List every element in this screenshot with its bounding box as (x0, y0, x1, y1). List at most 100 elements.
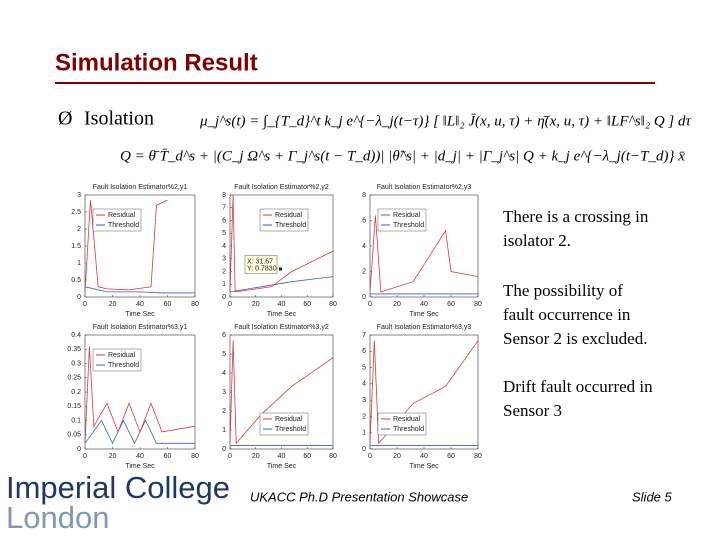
y-tick-label: 0 (222, 446, 226, 453)
y-tick-label: 6 (222, 217, 226, 224)
curve-residual (369, 215, 479, 293)
x-tick-label: 60 (164, 301, 172, 308)
legend-label: Threshold (275, 222, 306, 229)
annotation-text: Y: 0.7830 (247, 265, 277, 272)
legend-label: Residual (275, 416, 303, 423)
y-tick-label: 1.5 (71, 243, 81, 250)
curve-residual (84, 199, 168, 292)
x-tick-label: 80 (191, 453, 199, 460)
y-tick-label: 7 (362, 332, 366, 339)
equation: Q = θ̄ T̄_d^s + |(C_j Ω^s + Γ_j^s(t − T_… (120, 148, 685, 164)
legend-label: Residual (393, 416, 421, 423)
plot-title: Fault Isolation Estimator%3,y2 (234, 324, 329, 331)
legend: Residual Threshold (92, 348, 142, 372)
y-tick-label: 8 (222, 192, 226, 199)
y-tick-label: 2.5 (71, 209, 81, 216)
legend-label: Residual (393, 212, 421, 219)
x-axis-label: Time Sec (409, 463, 439, 470)
x-tick-label: 40 (136, 301, 144, 308)
x-tick-label: 60 (447, 301, 455, 308)
y-tick-label: 3 (222, 256, 226, 263)
legend: Residual Threshold (92, 208, 142, 232)
y-tick-label: 2 (77, 226, 81, 233)
y-tick-label: 0.2 (71, 389, 81, 396)
x-tick-label: 80 (474, 301, 482, 308)
y-tick-label: 0 (362, 294, 366, 301)
y-tick-label: 0.1 (71, 417, 81, 424)
x-axis-label: Time Sec (125, 463, 155, 470)
plot: Fault Isolation Estimator%3,y1 Time Sec 0 2… (67, 324, 199, 470)
plot-grid: Fault Isolation Estimator%2,y1 Time Sec 0 2… (67, 184, 482, 470)
plot: Fault Isolation Estimator%2,y1 Time Sec 0 2… (71, 184, 199, 318)
y-tick-label: 5 (222, 351, 226, 358)
y-tick-label: 0 (222, 294, 226, 301)
y-tick-label: 0 (362, 446, 366, 453)
x-axis-label: Time Sec (267, 463, 297, 470)
curve-threshold (84, 286, 195, 294)
legend-label: Residual (108, 352, 136, 359)
y-tick-label: 0.4 (71, 332, 81, 339)
y-tick-label: 1 (362, 430, 366, 437)
event-name: UKACC Ph.D Presentation Showcase (250, 489, 468, 504)
y-tick-label: 0 (77, 294, 81, 301)
y-tick-label: 1 (222, 427, 226, 434)
x-tick-label: 20 (393, 453, 401, 460)
y-tick-label: 5 (222, 230, 226, 237)
x-axis-label: Time Sec (409, 311, 439, 318)
x-tick-label: 20 (252, 453, 260, 460)
plot-title: Fault Isolation Estimator%3,y1 (93, 324, 188, 331)
y-tick-label: 7 (222, 205, 226, 212)
y-tick-label: 3 (222, 389, 226, 396)
legend: Residual Threshold (259, 208, 309, 232)
annotation-point (279, 267, 282, 271)
y-tick-label: 4 (362, 243, 366, 250)
x-tick-label: 80 (329, 301, 337, 308)
y-tick-label: 8 (362, 192, 366, 199)
x-tick-label: 0 (228, 453, 232, 460)
plot-title: Fault Isolation Estimator%3,y3 (377, 324, 472, 331)
note-line: Sensor 3 (503, 401, 562, 420)
legend-label: Threshold (393, 222, 424, 229)
notes: There is a crossing in isolator 2. The pos… (503, 207, 653, 420)
y-tick-label: 6 (222, 332, 226, 339)
note-line: Drift fault occurred in (503, 377, 653, 396)
x-tick-label: 0 (83, 301, 87, 308)
curve-residual (229, 194, 334, 293)
x-tick-label: 80 (474, 453, 482, 460)
x-tick-label: 60 (303, 453, 311, 460)
plot: Fault Isolation Estimator%2,y2 Time Sec 0 2… (222, 184, 337, 318)
legend-label: Threshold (393, 426, 424, 433)
y-tick-label: 1 (222, 281, 226, 288)
y-tick-label: 0.5 (71, 277, 81, 284)
x-tick-label: 40 (420, 301, 428, 308)
logo-line: Imperial College (6, 470, 230, 505)
y-tick-label: 3 (77, 192, 81, 199)
y-tick-label: 0 (77, 446, 81, 453)
slide-title: Simulation Result (55, 49, 258, 76)
y-tick-label: 6 (362, 217, 366, 224)
x-axis-label: Time Sec (125, 311, 155, 318)
x-tick-label: 20 (252, 301, 260, 308)
legend-label: Threshold (108, 362, 139, 369)
bullet-marker: Ø (58, 108, 72, 130)
x-tick-label: 60 (447, 453, 455, 460)
y-tick-label: 2 (222, 408, 226, 415)
plot: Fault Isolation Estimator%2,y3 Time Sec 0 2… (362, 184, 482, 318)
x-tick-label: 20 (393, 301, 401, 308)
x-tick-label: 80 (329, 453, 337, 460)
plot-title: Fault Isolation Estimator%2,y1 (93, 184, 188, 191)
y-tick-label: 0.3 (71, 360, 81, 367)
x-tick-label: 20 (109, 453, 117, 460)
legend-label: Threshold (108, 222, 139, 229)
y-tick-label: 4 (222, 243, 226, 250)
y-tick-label: 1 (77, 260, 81, 267)
y-tick-label: 0.35 (67, 346, 81, 353)
plot-title: Fault Isolation Estimator%2,y2 (234, 184, 329, 191)
note-line: fault occurrence in (503, 305, 631, 324)
legend-label: Residual (275, 212, 303, 219)
x-tick-label: 80 (191, 301, 199, 308)
y-tick-label: 3 (362, 397, 366, 404)
curve-residual (229, 340, 334, 445)
x-tick-label: 40 (278, 301, 286, 308)
slide-number: Slide 5 (632, 489, 673, 504)
